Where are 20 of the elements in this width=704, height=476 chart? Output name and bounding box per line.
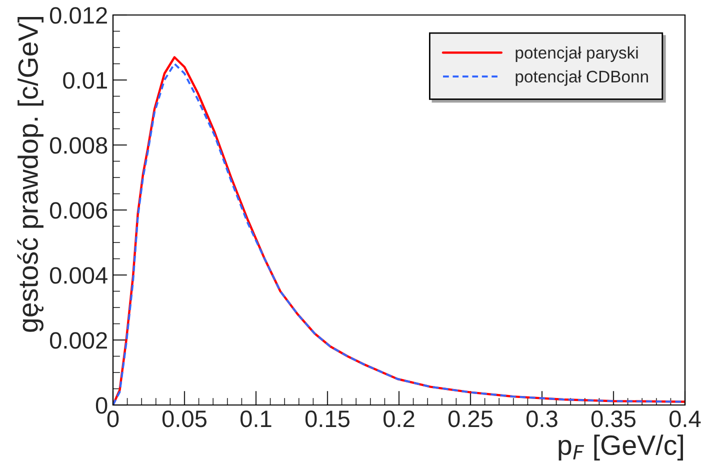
y-tick-label: 0.004	[50, 267, 108, 284]
y-axis-title: gęstość prawdop. [c/GeV]	[17, 16, 44, 332]
x-tick-label: 0.1	[240, 410, 272, 428]
x-tick-label: 0.2	[384, 410, 414, 428]
y-tick-label: 0	[96, 397, 108, 414]
x-tick-label: 0.4	[670, 410, 701, 428]
x-tick-label: 0.05	[162, 410, 206, 428]
legend-label: potencjał CDBonn	[516, 70, 648, 86]
y-tick-label: 0.012	[50, 7, 107, 24]
y-tick-label: 0.006	[50, 202, 108, 219]
y-tick-label: 0.008	[50, 137, 108, 154]
x-tick-label: 0.25	[448, 410, 492, 428]
y-tick-label: 0.002	[50, 332, 107, 349]
x-tick-label: 0	[107, 410, 119, 428]
x-tick-label: 0.35	[591, 410, 636, 428]
x-tick-label: 0.3	[526, 410, 558, 428]
legend-label: potencjał paryski	[516, 46, 638, 62]
y-tick-label: 0.01	[63, 72, 107, 89]
x-tick-label: 0.15	[305, 410, 350, 428]
x-axis-title: p$_{F}$ [GeV/c]	[558, 434, 683, 461]
